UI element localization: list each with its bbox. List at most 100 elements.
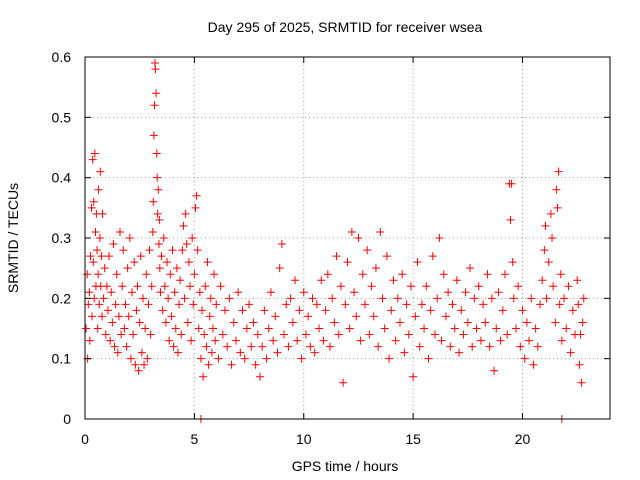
data-point (186, 282, 194, 291)
data-point (166, 270, 175, 279)
data-point (95, 234, 104, 242)
data-point (89, 197, 98, 206)
data-point (144, 300, 153, 309)
data-point (347, 227, 356, 236)
data-point (461, 288, 470, 297)
data-point (201, 282, 210, 291)
data-point (444, 288, 453, 297)
data-point (158, 306, 167, 315)
data-point (498, 306, 507, 315)
data-point (266, 288, 275, 297)
data-point (466, 264, 474, 273)
data-point (487, 294, 496, 303)
data-point (538, 276, 547, 285)
data-point (100, 264, 109, 273)
data-point (184, 258, 193, 267)
data-point (156, 288, 165, 297)
data-point (562, 324, 571, 333)
data-point (118, 282, 127, 291)
data-point (169, 342, 178, 351)
data-point (365, 330, 374, 339)
x-tick-label: 15 (405, 431, 421, 447)
data-point (552, 185, 561, 194)
data-point (176, 276, 185, 285)
data-point (474, 282, 483, 291)
data-point (101, 330, 110, 339)
data-point (180, 294, 189, 303)
data-point (551, 318, 560, 327)
data-point (163, 258, 172, 267)
data-point (165, 336, 174, 345)
data-point (367, 282, 376, 291)
data-point (212, 300, 221, 309)
data-point (273, 348, 282, 357)
data-point (86, 252, 95, 261)
data-point (119, 246, 128, 255)
data-point (160, 282, 169, 291)
data-point (200, 330, 209, 339)
data-point (97, 252, 106, 261)
data-point (288, 318, 297, 327)
data-point (459, 330, 468, 339)
data-point (446, 342, 455, 351)
data-point (130, 258, 139, 267)
data-point (387, 306, 396, 315)
data-point (297, 354, 306, 363)
data-point (87, 203, 96, 212)
data-point (183, 318, 192, 327)
data-point (306, 342, 315, 351)
data-point (227, 360, 236, 369)
data-point (533, 342, 542, 351)
data-point (188, 234, 197, 242)
data-point (109, 240, 118, 249)
data-point (363, 246, 372, 255)
data-point (332, 252, 341, 261)
data-point (554, 167, 563, 176)
data-point (286, 294, 295, 303)
data-point (404, 330, 413, 339)
data-point (154, 185, 163, 194)
x-tick-label: 0 (81, 431, 89, 447)
data-point (468, 342, 477, 351)
data-point (98, 209, 107, 218)
data-point (99, 294, 108, 303)
data-point (319, 336, 328, 345)
data-point (195, 288, 204, 297)
data-point (147, 282, 156, 291)
data-point (105, 252, 114, 261)
data-point (476, 336, 485, 345)
data-point (398, 270, 407, 279)
data-point (223, 342, 232, 351)
data-point (472, 324, 481, 333)
chart-title: Day 295 of 2025, SRMTID for receiver wse… (208, 19, 483, 35)
data-point (356, 336, 365, 345)
data-point (417, 300, 426, 309)
data-point (98, 312, 107, 321)
data-point (431, 330, 439, 339)
data-point (385, 354, 394, 363)
data-point (508, 258, 517, 267)
data-point (415, 342, 424, 351)
data-point (536, 300, 544, 309)
data-point (191, 203, 200, 212)
data-point (428, 252, 437, 261)
x-axis-label: GPS time / hours (292, 458, 399, 474)
data-point (161, 318, 170, 327)
data-point (330, 318, 339, 327)
data-point (142, 270, 151, 279)
data-point (295, 306, 304, 315)
data-point (202, 342, 211, 351)
data-point (148, 227, 157, 236)
y-tick-label: 0.2 (52, 290, 72, 306)
data-point (350, 288, 359, 297)
data-point (506, 215, 515, 224)
data-point (111, 300, 120, 309)
data-point (107, 288, 116, 297)
data-point (182, 240, 191, 249)
data-point (433, 294, 442, 303)
data-point (341, 300, 350, 309)
data-point (108, 318, 117, 327)
data-point (426, 306, 435, 315)
data-point (556, 270, 565, 279)
data-point (520, 354, 529, 363)
